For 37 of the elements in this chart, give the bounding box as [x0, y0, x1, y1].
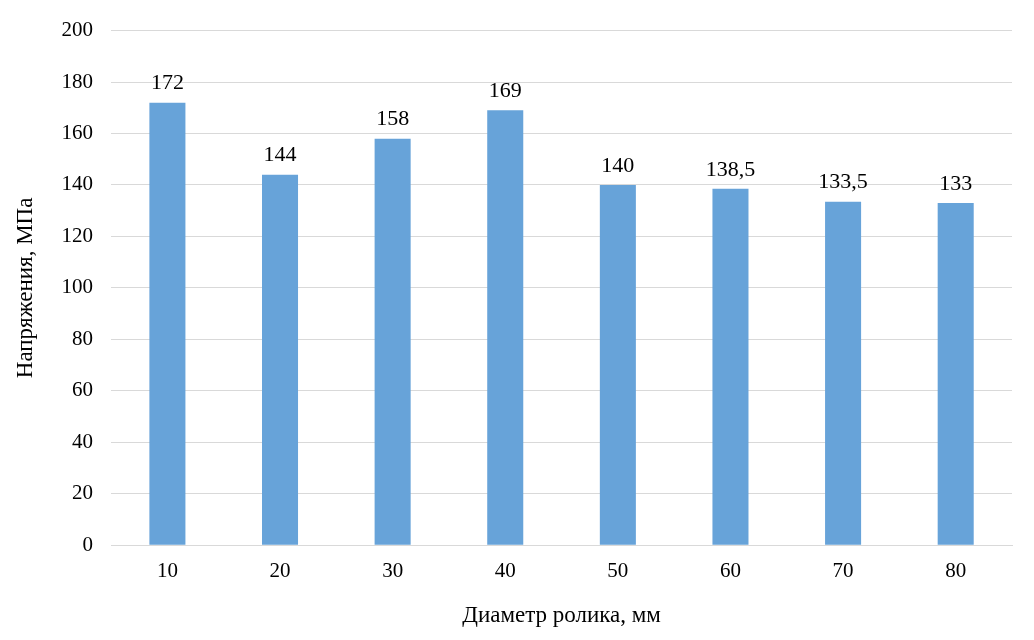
- y-tick-label: 80: [72, 325, 94, 350]
- bar: [487, 110, 524, 545]
- data-label: 133: [939, 169, 973, 195]
- bar: [374, 138, 411, 545]
- y-tick-label: 200: [61, 17, 94, 42]
- y-tick-label: 40: [72, 428, 94, 453]
- data-label: 169: [488, 77, 522, 103]
- x-tick-label: 60: [719, 558, 741, 583]
- x-tick-label: 70: [832, 558, 854, 583]
- y-tick-label: 60: [72, 377, 94, 402]
- y-tick-label: 20: [72, 480, 94, 505]
- data-label: 140: [601, 151, 635, 177]
- data-label: 144: [263, 141, 297, 167]
- x-tick-label: 30: [382, 558, 404, 583]
- y-tick-label: 180: [61, 68, 94, 93]
- data-label: 172: [150, 69, 184, 95]
- bar: [937, 202, 974, 545]
- x-tick-label: 40: [494, 558, 516, 583]
- bar: [825, 201, 862, 545]
- x-tick-label: 50: [607, 558, 629, 583]
- x-tick-label: 20: [269, 558, 291, 583]
- y-tick-label: 140: [61, 171, 94, 196]
- bar: [599, 184, 636, 545]
- bar: [262, 174, 299, 545]
- data-label: 158: [376, 105, 410, 131]
- y-tick-label: 0: [82, 531, 94, 556]
- y-tick-label: 120: [61, 222, 94, 247]
- x-tick-label: 10: [156, 558, 178, 583]
- bar: [149, 102, 186, 545]
- x-tick-label: 80: [945, 558, 967, 583]
- y-tick-label: 160: [61, 120, 94, 145]
- y-axis-title: Напряжения, МПа: [11, 197, 37, 379]
- y-tick-label: 100: [61, 274, 94, 299]
- data-label: 133,5: [818, 168, 868, 194]
- bar: [712, 188, 749, 545]
- data-label: 138,5: [705, 155, 756, 181]
- x-axis-title: Диаметр ролика, мм: [462, 602, 662, 628]
